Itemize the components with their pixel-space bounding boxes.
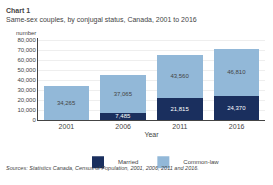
svg-text:Chart 1: Chart 1 xyxy=(6,7,30,14)
svg-text:50,000: 50,000 xyxy=(17,67,36,73)
svg-text:Common-law: Common-law xyxy=(183,159,219,165)
svg-text:34,265: 34,265 xyxy=(57,100,76,106)
svg-text:21,815: 21,815 xyxy=(170,106,189,112)
svg-text:2016: 2016 xyxy=(229,123,245,130)
svg-text:24,370: 24,370 xyxy=(227,105,246,111)
svg-text:Sources: Statistics Canada, Ce: Sources: Statistics Canada, Census of Po… xyxy=(6,165,199,171)
svg-text:2006: 2006 xyxy=(115,123,131,130)
svg-text:2011: 2011 xyxy=(172,123,187,130)
svg-text:30,000: 30,000 xyxy=(17,87,36,93)
svg-text:43,560: 43,560 xyxy=(170,73,189,79)
svg-text:Year: Year xyxy=(144,131,159,138)
svg-text:37,065: 37,065 xyxy=(114,91,133,97)
svg-text:70,000: 70,000 xyxy=(17,47,36,53)
svg-text:40,000: 40,000 xyxy=(17,77,36,83)
svg-text:0: 0 xyxy=(32,117,36,123)
svg-text:10,000: 10,000 xyxy=(17,107,36,113)
svg-text:number: number xyxy=(16,30,36,36)
svg-text:Same-sex couples, by conjugal: Same-sex couples, by conjugal status, Ca… xyxy=(6,16,197,24)
svg-text:20,000: 20,000 xyxy=(17,97,36,103)
svg-text:46,810: 46,810 xyxy=(227,69,246,75)
svg-text:7,485: 7,485 xyxy=(115,113,131,119)
svg-text:2001: 2001 xyxy=(59,123,75,130)
svg-text:80,000: 80,000 xyxy=(17,37,36,43)
svg-text:60,000: 60,000 xyxy=(17,57,36,63)
svg-text:Married: Married xyxy=(118,159,138,165)
